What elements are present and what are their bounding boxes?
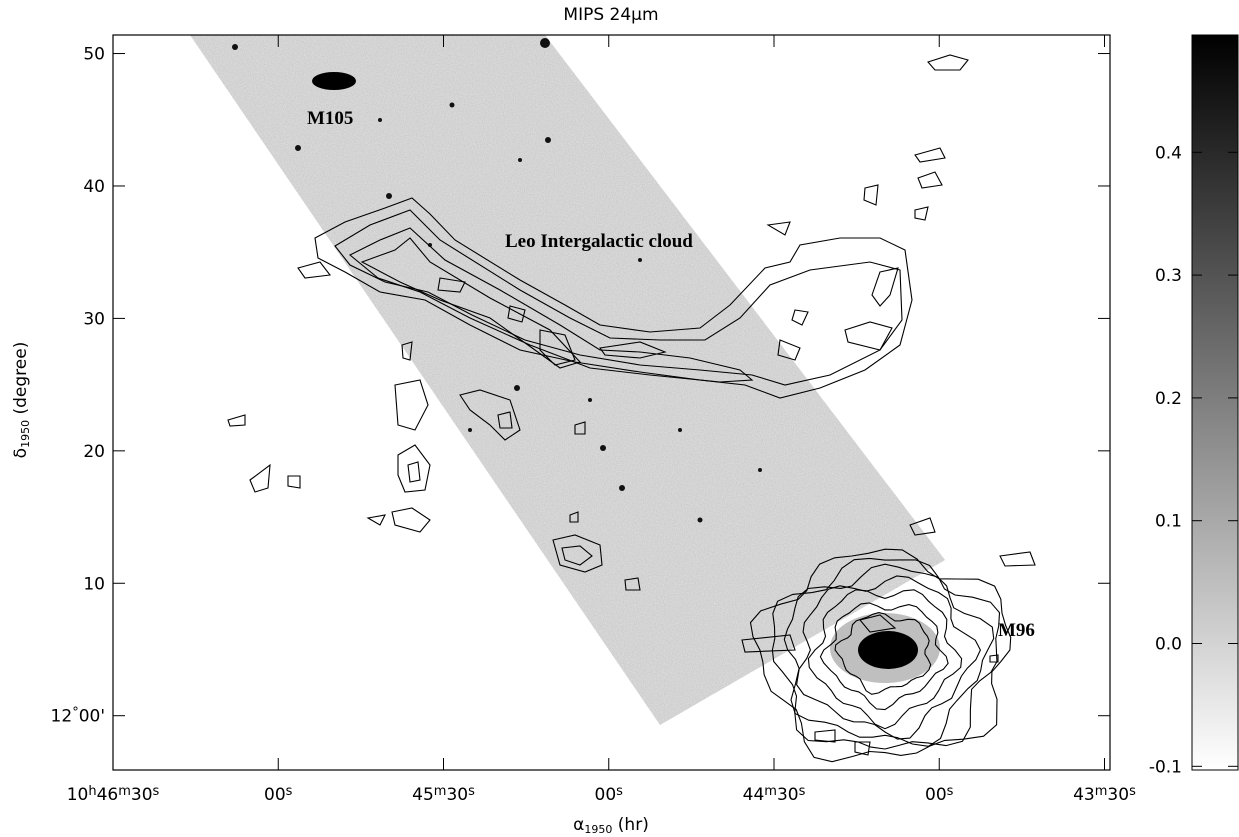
contour [807,589,963,730]
plot-frame [112,34,1111,771]
y-tick-label: 20 [83,442,105,462]
contours [227,54,1036,763]
x-tick-label: 43m30s [1073,784,1136,805]
chart-title: MIPS 24μm [563,5,658,25]
contour [796,575,982,740]
annotation: M105 [307,108,353,129]
contour [834,612,932,695]
colorbar-tick-label: -0.1 [1149,757,1182,777]
contour [749,548,1012,763]
x-tick-label: 00s [264,784,293,805]
y-tick-label: 50 [83,45,105,65]
y-tick-label: 30 [83,309,105,329]
x-tick-label: 00s [925,784,954,805]
x-tick-label: 44m30s [743,784,806,805]
annotation: Leo Intergalactic cloud [505,231,693,252]
x-tick-label: 00s [595,784,624,805]
colorbar-tick-label: 0.0 [1155,635,1182,655]
y-tick-label: 40 [83,177,105,197]
x-tick-label: 10h46m30s [67,784,160,805]
contour [771,557,1001,750]
colorbar-tick-label: 0.4 [1155,143,1182,163]
y-tick-label: 10 [83,574,105,594]
image-strip [190,35,945,725]
x-tick-label: 45m30s [412,784,475,805]
annotation: M96 [998,620,1035,641]
colorbar-tick-label: 0.2 [1155,389,1182,409]
x-axis-label: α1950 (hr) [573,815,649,836]
y-tick-label: 12°00' [51,706,105,727]
colorbar-tick-label: 0.3 [1155,266,1182,286]
colorbar-tick-label: 0.1 [1155,512,1182,532]
colorbar [1191,34,1239,771]
y-axis-label: δ1950 (degree) [11,342,32,459]
contour [819,602,949,711]
